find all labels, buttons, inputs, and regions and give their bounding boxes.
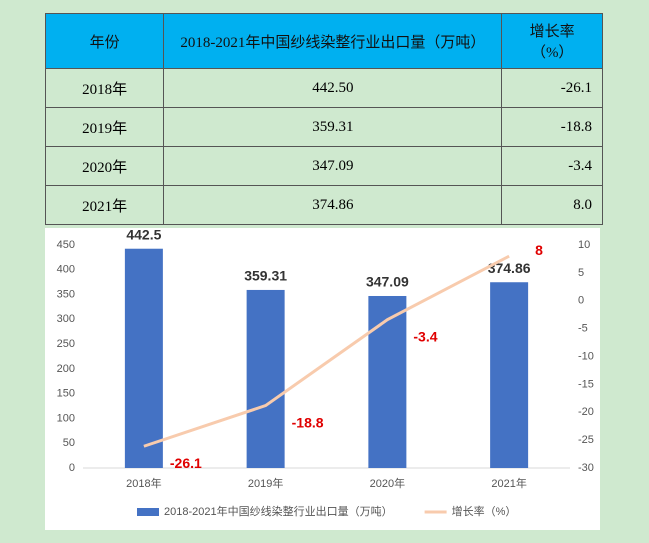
data-label: 8	[535, 242, 543, 258]
header-cell: 增长率（%）	[501, 13, 603, 69]
cell: 442.50	[163, 68, 503, 108]
cell: 2018年	[44, 68, 165, 108]
data-label: 442.5	[126, 228, 161, 242]
cell: -3.4	[501, 146, 603, 186]
y2-tick-label: -20	[578, 406, 594, 418]
table-row: 2018年 442.50 -26.1	[44, 68, 603, 108]
y-tick-label: 150	[57, 388, 75, 400]
bar	[368, 295, 407, 468]
chart: 050100150200250300350400450-30-25-20-15-…	[45, 226, 600, 530]
data-label: -3.4	[413, 328, 437, 344]
y2-tick-label: 10	[578, 239, 590, 251]
cell: 347.09	[163, 146, 503, 186]
cell: 2019年	[44, 107, 165, 147]
data-table: 年份 2018-2021年中国纱线染整行业出口量（万吨） 增长率（%） 2018…	[44, 13, 603, 225]
table-header: 年份 2018-2021年中国纱线染整行业出口量（万吨） 增长率（%）	[44, 13, 603, 69]
data-label: 374.86	[488, 260, 531, 276]
chart-container: 0 50 100 150 200 250 300 350 400 450 -30 -25 -20 -15-…	[45, 226, 600, 535]
bar	[246, 289, 285, 468]
y-tick-label: 450	[57, 239, 75, 251]
bar	[490, 282, 529, 468]
y-tick-label: 50	[63, 437, 75, 449]
y-tick-label: 0	[69, 462, 75, 474]
data-label: -18.8	[292, 414, 324, 430]
x-tick-label: 2020年	[370, 476, 405, 490]
y-tick-label: 200	[57, 363, 75, 375]
y-tick-label: 300	[57, 313, 75, 325]
cell: 2020年	[44, 146, 165, 186]
y2-tick-label: -5	[578, 323, 588, 335]
x-tick-label: 2021年	[491, 476, 526, 490]
y2-tick-label: 0	[578, 295, 584, 307]
y2-tick-label: 5	[578, 267, 584, 279]
cell: 374.86	[163, 185, 503, 225]
data-label: 347.09	[366, 274, 409, 290]
table-row: 2021年 374.86 8.0	[44, 185, 603, 225]
y2-tick-label: -30	[578, 462, 594, 474]
header-cell: 2018-2021年中国纱线染整行业出口量（万吨）	[163, 13, 503, 69]
table-row: 2019年 359.31 -18.8	[44, 107, 603, 147]
legend-swatch	[137, 508, 159, 516]
data-label: 359.31	[244, 268, 287, 284]
cell: 8.0	[501, 185, 603, 225]
bar	[124, 248, 163, 468]
legend-label: 2018-2021年中国纱线染整行业出口量（万吨）	[164, 504, 393, 518]
y-tick-label: 250	[57, 338, 75, 350]
cell: 359.31	[163, 107, 503, 147]
y-tick-label: 400	[57, 264, 75, 276]
cell: 2021年	[44, 185, 165, 225]
cell: -18.8	[501, 107, 603, 147]
y2-tick-label: -25	[578, 434, 594, 446]
line	[143, 254, 510, 448]
y-tick-label: 100	[57, 412, 75, 424]
legend-label: 增长率（%）	[452, 504, 517, 518]
x-tick-label: 2018年	[126, 476, 161, 490]
y2-tick-label: -10	[578, 350, 594, 362]
x-tick-label: 2019年	[248, 476, 283, 490]
data-label: -26.1	[170, 455, 202, 471]
y-tick-label: 350	[57, 288, 75, 300]
cell: -26.1	[501, 68, 603, 108]
y2-tick-label: -15	[578, 378, 594, 390]
header-cell: 年份	[44, 13, 165, 69]
table-row: 2020年 347.09 -3.4	[44, 146, 603, 186]
